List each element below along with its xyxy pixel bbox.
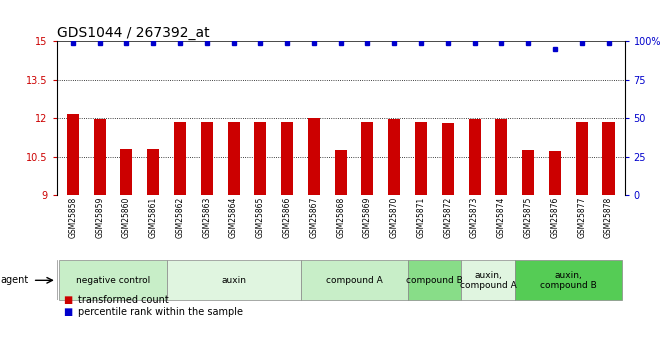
Bar <box>59 260 166 300</box>
Text: ■: ■ <box>63 307 73 317</box>
Text: ■: ■ <box>63 295 73 305</box>
Text: transformed count: transformed count <box>78 295 169 305</box>
Text: agent: agent <box>1 275 29 285</box>
Bar <box>496 119 508 195</box>
Bar <box>301 260 407 300</box>
Bar <box>120 149 132 195</box>
Bar <box>461 260 515 300</box>
Bar <box>174 122 186 195</box>
Bar <box>515 260 622 300</box>
Bar <box>228 122 240 195</box>
Text: auxin,
compound A: auxin, compound A <box>460 270 516 290</box>
Bar <box>603 122 615 195</box>
Bar <box>388 119 400 195</box>
Text: compound B: compound B <box>406 276 463 285</box>
Bar <box>166 260 301 300</box>
Bar <box>468 119 480 195</box>
Text: percentile rank within the sample: percentile rank within the sample <box>78 307 243 317</box>
Bar <box>576 122 588 195</box>
Text: negative control: negative control <box>76 276 150 285</box>
Bar <box>67 114 79 195</box>
Bar <box>407 260 461 300</box>
Bar <box>361 122 373 195</box>
Text: auxin,
compound B: auxin, compound B <box>540 270 597 290</box>
Bar <box>308 118 320 195</box>
Bar <box>201 122 213 195</box>
Bar <box>549 151 561 195</box>
Text: compound A: compound A <box>326 276 383 285</box>
Bar <box>281 122 293 195</box>
Bar <box>415 122 427 195</box>
Bar <box>522 150 534 195</box>
Text: auxin: auxin <box>221 276 246 285</box>
Bar <box>147 149 159 195</box>
Bar <box>335 150 347 195</box>
Bar <box>94 119 106 195</box>
Bar <box>255 122 267 195</box>
Text: GDS1044 / 267392_at: GDS1044 / 267392_at <box>57 26 209 40</box>
Bar <box>442 123 454 195</box>
